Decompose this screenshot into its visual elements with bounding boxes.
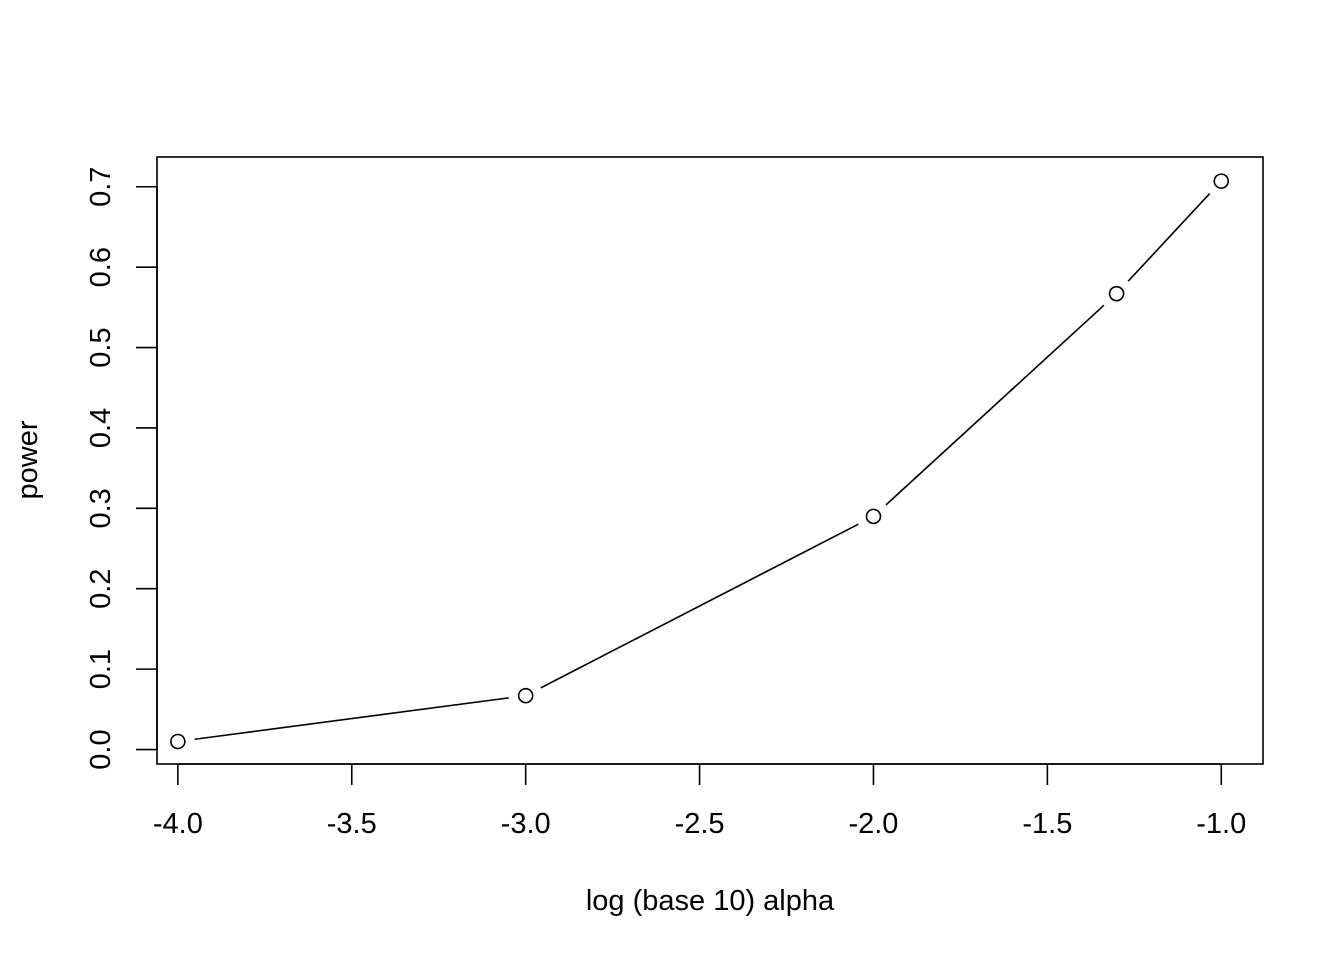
data-point [865,508,882,525]
x-tick-label: -1.0 [1196,808,1246,840]
series-line-segment [194,697,509,741]
x-tick-label: -2.0 [848,808,898,840]
y-tick-label: 0.2 [85,569,117,609]
series-line-segment [885,304,1105,506]
x-tick-label: -3.5 [327,808,377,840]
data-point [1108,285,1125,302]
x-tick-label: -2.5 [675,808,725,840]
series-line-segment [540,523,859,689]
x-axis: -4.0 -3.5 -3.0 -2.5 -2.0 -1.5 -1.0 [153,763,1246,840]
y-axis-label: power [12,420,44,499]
y-tick-label: 0.6 [85,247,117,287]
y-axis: 0.0 0.1 0.2 0.3 0.4 0.5 0.6 0.7 [85,167,158,770]
data-point [517,687,534,704]
y-tick-label: 0.5 [85,327,117,367]
plot-frame [156,156,1264,765]
x-tick-label: -1.5 [1022,808,1072,840]
series-line-segment [1127,193,1211,282]
y-tick-label: 0.3 [85,488,117,528]
x-tick-label: -4.0 [153,808,203,840]
data-point [1213,173,1230,189]
y-tick-label: 0.4 [85,408,117,448]
x-axis-label: log (base 10) alpha [586,885,835,917]
x-tick-label: -3.0 [501,808,551,840]
y-tick-label: 0.7 [85,167,117,207]
series-layer [170,173,1230,750]
y-tick-label: 0.1 [85,649,117,689]
y-tick-label: 0.0 [85,729,117,769]
data-point [170,733,186,750]
